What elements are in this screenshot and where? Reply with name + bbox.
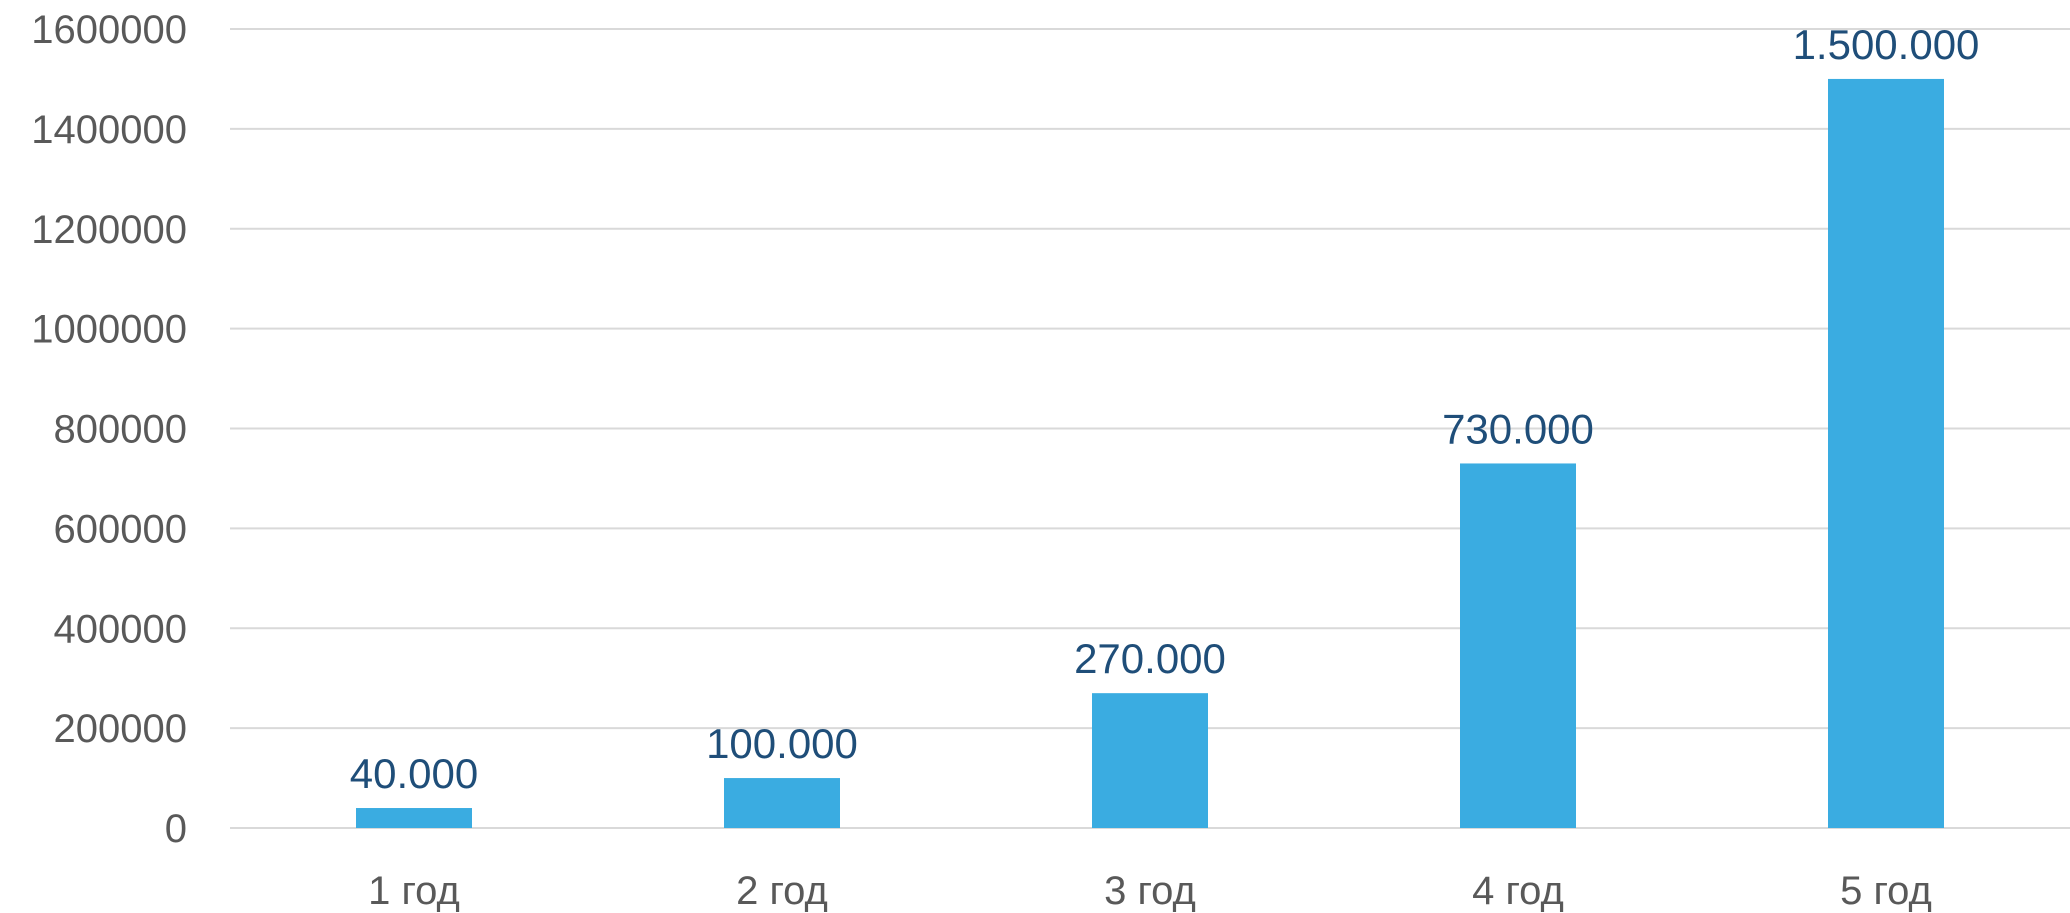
data-label: 100.000	[706, 720, 858, 767]
data-label: 730.000	[1442, 405, 1594, 452]
y-tick-label: 1400000	[31, 108, 187, 152]
data-labels: 40.000 100.000 270.000 730.000 1.500.000	[350, 21, 1980, 797]
x-tick-label: 2 год	[736, 869, 828, 913]
y-tick-label: 0	[165, 807, 187, 851]
bar	[1092, 693, 1208, 828]
x-tick-label: 4 год	[1472, 869, 1564, 913]
bar	[724, 778, 840, 828]
y-tick-label: 200000	[54, 707, 187, 751]
y-tick-label: 800000	[54, 408, 187, 452]
bars	[356, 78, 1944, 828]
x-tick-label: 1 год	[368, 869, 460, 913]
x-tick-label: 3 год	[1104, 869, 1196, 913]
y-tick-label: 1600000	[31, 8, 187, 52]
bar	[356, 808, 472, 828]
y-axis: 0 200000 400000 600000 800000 1000000 1200000 1…	[31, 8, 187, 851]
y-tick-label: 1000000	[31, 308, 187, 352]
y-tick-label: 400000	[54, 607, 187, 651]
x-axis: 1 год 2 год 3 год 4 год 5 год	[368, 869, 1932, 913]
y-tick-label: 1200000	[31, 208, 187, 252]
gridlines	[230, 28, 2070, 829]
x-tick-label: 5 год	[1840, 869, 1932, 913]
data-label: 40.000	[350, 750, 478, 797]
data-label: 1.500.000	[1793, 21, 1980, 68]
y-tick-label: 600000	[54, 507, 187, 551]
data-label: 270.000	[1074, 635, 1226, 682]
bar	[1828, 78, 1944, 828]
bar	[1460, 463, 1576, 828]
